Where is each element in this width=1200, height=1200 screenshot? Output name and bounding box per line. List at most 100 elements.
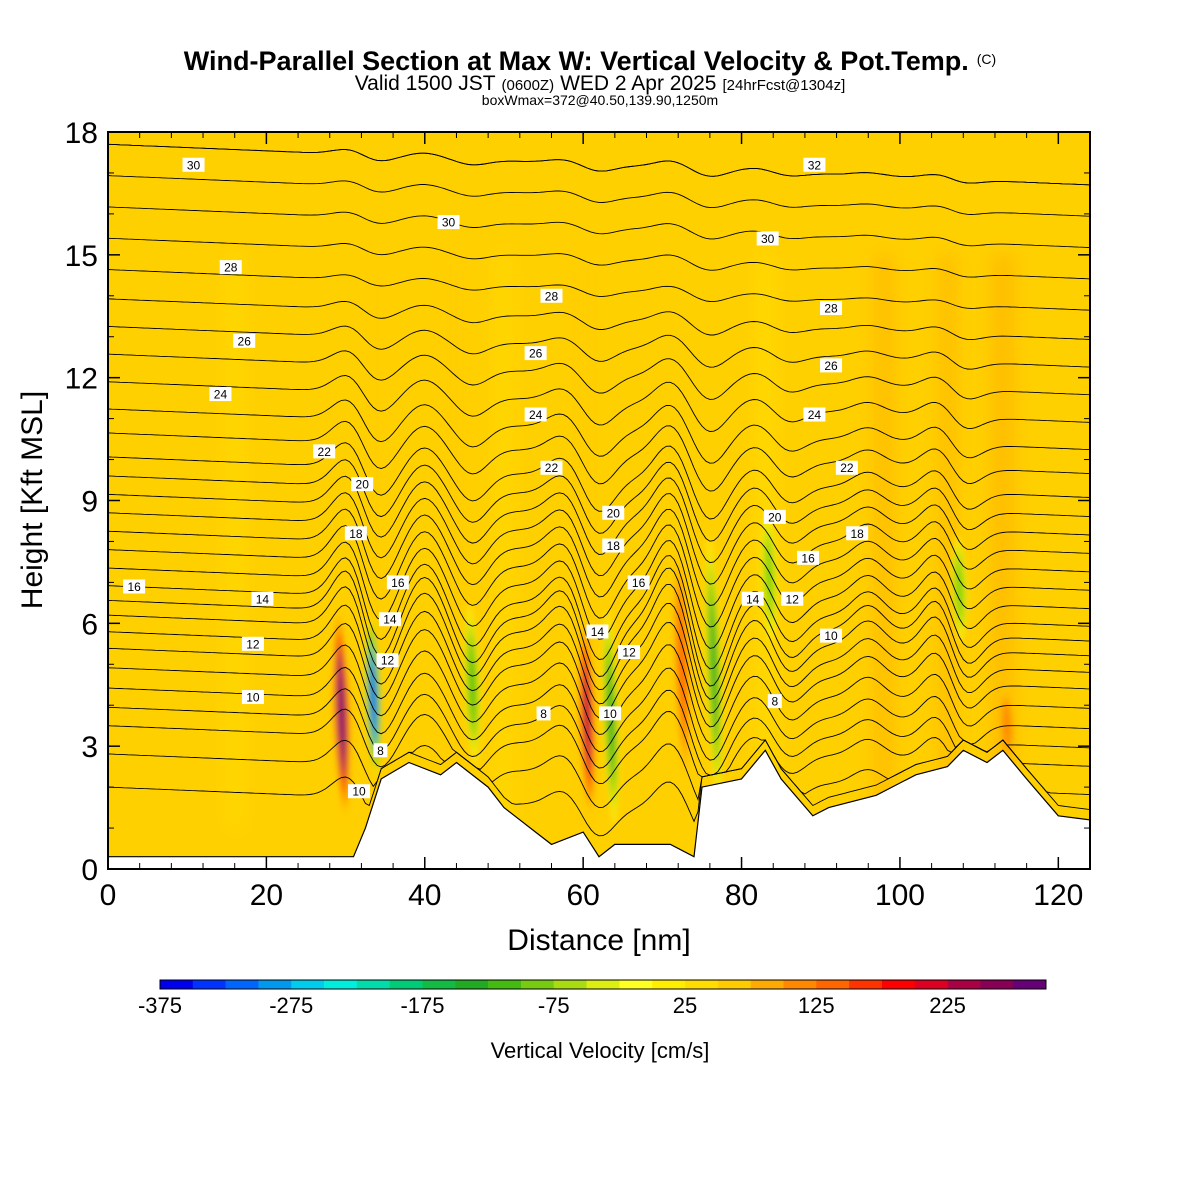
colorbar-swatch xyxy=(849,980,883,989)
theta-contour-line xyxy=(108,644,1090,744)
svg-text:10: 10 xyxy=(824,629,838,643)
shading-band-5 xyxy=(992,254,1013,829)
svg-text:16: 16 xyxy=(801,551,815,565)
svg-text:20: 20 xyxy=(356,478,370,492)
y-tick-label: 0 xyxy=(81,854,98,887)
contour-label: 14 xyxy=(586,624,609,639)
velocity-level xyxy=(339,655,345,772)
svg-text:8: 8 xyxy=(540,707,547,721)
y-axis-title: Height [Kft MSL] xyxy=(16,391,49,609)
svg-text:30: 30 xyxy=(442,216,456,230)
svg-text:24: 24 xyxy=(214,388,228,402)
contour-label: 20 xyxy=(763,509,786,524)
contour-label: 10 xyxy=(241,690,264,705)
contour-label: 8 xyxy=(373,743,388,758)
x-axis-title: Distance [nm] xyxy=(507,924,690,957)
svg-text:28: 28 xyxy=(545,289,559,303)
colorbar-swatch xyxy=(1013,980,1047,989)
contour-label: 22 xyxy=(540,460,563,475)
svg-text:24: 24 xyxy=(808,408,822,422)
theta-contour-line xyxy=(108,540,1090,649)
colorbar-swatch xyxy=(356,980,391,989)
y-tick-label: 3 xyxy=(81,731,98,764)
colorbar-swatch xyxy=(619,980,653,989)
svg-text:28: 28 xyxy=(224,261,238,275)
svg-text:8: 8 xyxy=(771,695,778,709)
x-tick-label: 0 xyxy=(100,879,117,912)
svg-text:10: 10 xyxy=(603,707,617,721)
svg-text:20: 20 xyxy=(768,510,782,524)
svg-text:12: 12 xyxy=(786,592,800,606)
contour-label: 8 xyxy=(536,706,551,721)
shading-band-1 xyxy=(450,254,463,829)
contour-label: 28 xyxy=(540,288,563,303)
shading-band-0 xyxy=(371,254,384,829)
svg-text:22: 22 xyxy=(318,445,332,459)
svg-text:30: 30 xyxy=(187,158,201,172)
colorbar-swatch xyxy=(520,980,555,989)
theta-contour-line xyxy=(108,175,1090,217)
colorbar-swatch xyxy=(422,980,456,989)
theta-contour-line xyxy=(108,269,1090,311)
theta-contour-line xyxy=(108,475,1090,564)
theta-contour-line xyxy=(108,459,1090,542)
contour-label: 24 xyxy=(209,387,232,402)
svg-text:22: 22 xyxy=(545,461,559,475)
colorbar-swatch xyxy=(586,980,620,989)
contour-label: 12 xyxy=(781,591,804,606)
x-axis: 0 20 40 60 80 100 120 xyxy=(100,132,1091,912)
theta-contour-line xyxy=(108,442,1090,520)
contour-label: 18 xyxy=(344,526,367,541)
svg-text:14: 14 xyxy=(256,592,270,606)
colorbar-tick-label: -375 xyxy=(138,993,182,1018)
theta-contour-line xyxy=(108,206,1090,248)
colorbar-swatch xyxy=(914,980,948,989)
velocity-level xyxy=(955,551,963,626)
contour-label: 32 xyxy=(803,157,826,172)
colorbar-swatch xyxy=(324,980,358,989)
theta-contour-line xyxy=(108,739,1090,809)
contour-label: 26 xyxy=(524,346,547,361)
x-tick-label: 80 xyxy=(725,879,758,912)
contour-label: 22 xyxy=(313,444,336,459)
contour-label: 30 xyxy=(437,215,460,230)
x-tick-label: 60 xyxy=(566,879,599,912)
svg-text:14: 14 xyxy=(746,592,760,606)
colorbar-swatch xyxy=(783,980,817,989)
colorbar-tick-label: 25 xyxy=(673,993,697,1018)
shading-band-7 xyxy=(500,254,508,829)
contour-label: 26 xyxy=(233,333,256,348)
svg-text:16: 16 xyxy=(632,576,646,590)
colorbar-tick-label: -275 xyxy=(269,993,313,1018)
svg-text:12: 12 xyxy=(622,645,636,659)
x-tick-label: 20 xyxy=(250,879,283,912)
contour-label: 22 xyxy=(835,460,858,475)
contour-label: 30 xyxy=(182,157,205,172)
svg-text:32: 32 xyxy=(808,158,822,172)
theta-contour-line xyxy=(108,325,1090,370)
y-tick-label: 12 xyxy=(65,363,98,396)
velocity-level xyxy=(677,581,687,747)
velocity-core-8 xyxy=(952,533,967,644)
y-tick-label: 15 xyxy=(65,240,98,273)
contour-label: 18 xyxy=(846,526,869,541)
contour-label: 12 xyxy=(241,636,264,651)
plot-background xyxy=(108,132,1090,869)
contour-labels-layer: 30 30 30 32 28 28 28 26 26 26 24 24 24 22 22 22 20 20 20 18… xyxy=(123,157,869,799)
theta-contour-line xyxy=(108,143,1090,186)
contour-label: 24 xyxy=(803,407,826,422)
colorbar-swatch xyxy=(258,980,292,989)
y-tick-label: 18 xyxy=(65,117,98,150)
velocity-core-3 xyxy=(579,615,596,820)
contour-label: 10 xyxy=(348,784,371,799)
contour-label: 12 xyxy=(376,653,399,668)
x-tick-label: 100 xyxy=(875,879,925,912)
y-tick-label: 9 xyxy=(81,486,98,519)
colorbar-tick-label: 225 xyxy=(929,993,966,1018)
colorbar-swatch xyxy=(553,980,587,989)
velocity-core-0 xyxy=(333,606,350,820)
svg-text:18: 18 xyxy=(607,539,621,553)
theta-contour-line xyxy=(108,298,1090,341)
svg-text:26: 26 xyxy=(824,359,838,373)
contour-label: 28 xyxy=(219,260,242,275)
